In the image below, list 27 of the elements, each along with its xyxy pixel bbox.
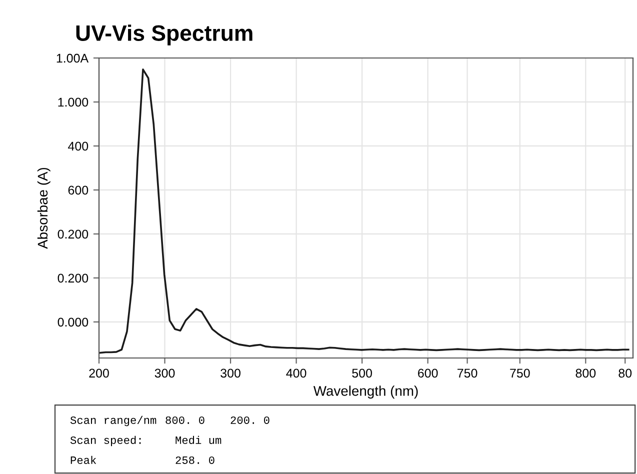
text: 800 (576, 368, 596, 378)
text: Peak (70, 456, 96, 464)
text: Scan range/nm (70, 416, 156, 426)
text: 600 (418, 368, 438, 378)
chart-title: UV-Vis Spectrum (76, 24, 252, 46)
text: 258. 0 (176, 456, 214, 464)
text: Medi um (176, 436, 222, 444)
text: 400 (286, 368, 306, 378)
text: 300 (220, 368, 240, 378)
text: 0.000 (58, 318, 88, 327)
text: 750 (510, 368, 530, 378)
text: Scan speed: (70, 436, 141, 446)
y-axis-title: Absorbae (A) (37, 168, 50, 249)
text: 80 (618, 368, 632, 378)
text: 200 (89, 368, 109, 378)
text: 600 (68, 186, 88, 195)
text: 500 (352, 368, 372, 378)
text: 200. 0 (230, 416, 270, 424)
text: 0.200 (58, 274, 88, 283)
text: 1.00A (56, 54, 89, 63)
text: 400 (68, 142, 88, 151)
text: 750 (457, 368, 478, 378)
x-axis-title: Wavelength (nm) (313, 386, 418, 399)
text: 1.000 (58, 98, 88, 107)
text: 0.200 (58, 230, 88, 239)
text: 300 (154, 368, 175, 378)
text: 800. 0 (166, 416, 204, 424)
